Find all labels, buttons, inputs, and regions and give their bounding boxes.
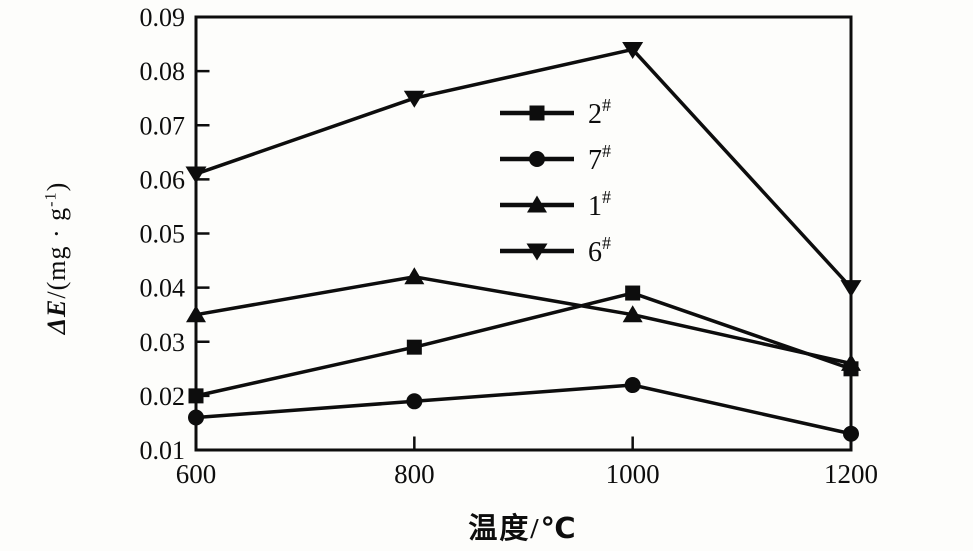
legend-item-label: 2#: [588, 95, 611, 130]
y-tick-label: 0.03: [140, 328, 186, 357]
data-point-6: [403, 90, 425, 108]
series-2-line: [194, 291, 853, 398]
data-point-6: [840, 280, 862, 298]
y-axis-unit-close: ): [42, 181, 71, 192]
legend-item-label: 6#: [588, 233, 611, 268]
y-axis-unit-open: /(mg · g: [42, 206, 71, 299]
series-7: [188, 377, 859, 442]
legend: 2# 7# 1# 6#: [500, 95, 611, 268]
data-point-2: [188, 388, 204, 404]
legend-item-6: 6#: [500, 233, 611, 268]
series-7-line: [194, 383, 853, 436]
data-point-1: [186, 305, 206, 323]
series-6-line: [194, 47, 853, 290]
series-2: [188, 285, 859, 404]
plot-frame: [194, 15, 853, 452]
data-point-7: [406, 393, 423, 410]
legend-triangle-down-icon: [526, 243, 548, 261]
y-axis-unit-exponent: -1: [42, 191, 60, 207]
y-tick-label: 0.02: [140, 382, 186, 411]
legend-item-1: 1#: [500, 187, 611, 222]
legend-item-label: 1#: [588, 187, 611, 222]
series-1: [186, 267, 861, 371]
data-point-1: [404, 267, 425, 285]
legend-triangle-up-icon: [527, 195, 547, 213]
legend-item-label-sup: #: [602, 233, 611, 253]
y-tick-label: 0.08: [140, 57, 186, 86]
x-tick-label: 1200: [824, 459, 878, 489]
y-tick-label: 0.01: [140, 436, 186, 465]
x-tick-label: 800: [394, 459, 435, 489]
legend-item-label-sup: #: [602, 95, 611, 115]
legend-item-7: 7#: [500, 141, 611, 176]
y-tick-label: 0.04: [140, 274, 186, 303]
legend-item-label-sup: #: [602, 187, 611, 207]
legend-item-2: 2#: [500, 95, 611, 130]
data-point-2: [625, 285, 641, 301]
x-tick-label: 1000: [606, 459, 660, 489]
y-axis-variable: ΔE: [42, 298, 71, 335]
data-point-6: [622, 41, 644, 59]
series-1-line: [194, 275, 853, 366]
data-point-7: [843, 425, 859, 442]
series-6: [185, 41, 862, 298]
y-tick-label: 0.07: [140, 111, 186, 140]
data-point-1: [841, 353, 861, 371]
legend-circle-icon: [529, 151, 545, 167]
legend-item-label: 7#: [588, 141, 611, 176]
legend-square-icon: [529, 105, 545, 121]
y-tick-label: 0.09: [140, 3, 186, 32]
data-point-7: [188, 409, 204, 426]
data-point-6: [185, 166, 207, 184]
x-axis-title: 温度/℃: [468, 513, 578, 545]
data-point-1: [622, 305, 643, 323]
data-point-2: [406, 339, 422, 355]
y-tick-label: 0.05: [140, 220, 186, 249]
x-tick-label: 600: [176, 459, 217, 489]
y-tick-label: 0.06: [140, 165, 186, 194]
y-axis-title: ΔE/(mg · g-1): [42, 182, 72, 335]
legend-item-label-sup: #: [602, 141, 611, 161]
data-point-7: [624, 377, 641, 394]
